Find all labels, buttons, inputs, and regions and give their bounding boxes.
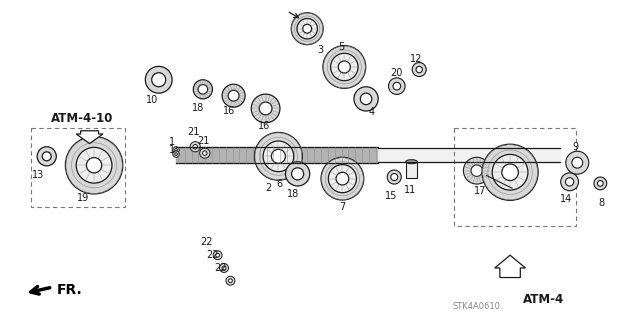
- Circle shape: [213, 251, 222, 260]
- Text: 4: 4: [368, 107, 374, 117]
- Circle shape: [566, 151, 589, 174]
- Text: 15: 15: [385, 191, 397, 201]
- Circle shape: [323, 46, 365, 88]
- Text: 21: 21: [188, 127, 200, 137]
- Text: 1: 1: [168, 137, 175, 147]
- Circle shape: [572, 157, 582, 168]
- FancyArrow shape: [495, 255, 525, 278]
- Bar: [31, 128, 125, 207]
- Circle shape: [259, 102, 272, 115]
- Circle shape: [354, 87, 378, 111]
- Circle shape: [598, 181, 603, 186]
- Circle shape: [336, 172, 349, 185]
- Circle shape: [175, 153, 177, 155]
- Circle shape: [263, 141, 294, 172]
- Circle shape: [173, 151, 179, 157]
- Text: 2: 2: [266, 183, 272, 193]
- Text: 16: 16: [223, 106, 236, 116]
- Circle shape: [145, 66, 172, 93]
- Circle shape: [502, 164, 518, 181]
- Circle shape: [292, 168, 303, 180]
- Text: 5: 5: [339, 42, 345, 52]
- Circle shape: [339, 61, 350, 73]
- Text: 16: 16: [257, 121, 270, 131]
- Circle shape: [297, 19, 317, 39]
- Circle shape: [216, 253, 220, 257]
- Circle shape: [65, 137, 123, 194]
- Circle shape: [492, 154, 528, 190]
- Text: 8: 8: [598, 198, 605, 208]
- FancyBboxPatch shape: [406, 162, 417, 178]
- Circle shape: [173, 147, 179, 153]
- Circle shape: [328, 165, 356, 193]
- Circle shape: [220, 263, 228, 272]
- Circle shape: [255, 132, 302, 180]
- Circle shape: [86, 158, 102, 173]
- Circle shape: [331, 53, 358, 81]
- Circle shape: [175, 149, 177, 151]
- Text: 22: 22: [214, 263, 227, 273]
- Circle shape: [193, 80, 212, 99]
- Text: 18: 18: [192, 103, 205, 113]
- Circle shape: [190, 142, 200, 152]
- Circle shape: [482, 144, 538, 200]
- Text: ATM-4: ATM-4: [524, 293, 564, 306]
- Circle shape: [303, 24, 312, 33]
- Text: 19: 19: [77, 193, 90, 203]
- Text: STK4A0610: STK4A0610: [453, 302, 500, 311]
- Circle shape: [152, 73, 166, 87]
- Text: 10: 10: [146, 94, 159, 105]
- Text: 6: 6: [276, 179, 282, 189]
- Circle shape: [193, 145, 197, 149]
- Text: FR.: FR.: [56, 283, 82, 297]
- Circle shape: [388, 78, 405, 94]
- Text: 22: 22: [200, 237, 212, 248]
- Text: ATM-4-10: ATM-4-10: [51, 112, 113, 124]
- Circle shape: [42, 152, 51, 161]
- Circle shape: [271, 149, 285, 163]
- Text: 21: 21: [197, 136, 210, 146]
- Circle shape: [37, 147, 56, 166]
- Circle shape: [594, 177, 607, 190]
- Text: 9: 9: [572, 142, 579, 152]
- Text: 13: 13: [32, 170, 45, 180]
- Circle shape: [228, 279, 232, 283]
- Circle shape: [391, 174, 397, 181]
- Text: 3: 3: [317, 45, 323, 56]
- Circle shape: [416, 66, 422, 73]
- Bar: [454, 128, 576, 226]
- Circle shape: [222, 84, 245, 107]
- Circle shape: [228, 90, 239, 101]
- Text: 22: 22: [206, 250, 219, 260]
- Circle shape: [222, 266, 226, 270]
- Circle shape: [252, 94, 280, 123]
- Circle shape: [561, 173, 579, 191]
- Circle shape: [76, 147, 112, 183]
- Circle shape: [226, 276, 235, 285]
- Circle shape: [198, 85, 207, 94]
- Ellipse shape: [406, 160, 417, 164]
- Circle shape: [291, 13, 323, 45]
- Circle shape: [203, 151, 207, 155]
- Text: 14: 14: [560, 194, 573, 204]
- Text: 11: 11: [403, 185, 416, 195]
- Text: 7: 7: [339, 202, 346, 212]
- Circle shape: [200, 148, 210, 158]
- Circle shape: [463, 157, 490, 184]
- Circle shape: [321, 157, 364, 200]
- Text: 20: 20: [390, 68, 403, 78]
- Circle shape: [471, 165, 483, 176]
- Circle shape: [412, 63, 426, 77]
- Circle shape: [566, 178, 573, 186]
- Circle shape: [393, 82, 401, 90]
- Text: 1: 1: [168, 145, 175, 155]
- Circle shape: [387, 170, 401, 184]
- Circle shape: [285, 162, 310, 186]
- Text: 17: 17: [474, 186, 487, 196]
- FancyArrow shape: [76, 131, 103, 144]
- Text: 12: 12: [410, 54, 423, 64]
- Circle shape: [360, 93, 372, 105]
- Text: 18: 18: [287, 189, 300, 199]
